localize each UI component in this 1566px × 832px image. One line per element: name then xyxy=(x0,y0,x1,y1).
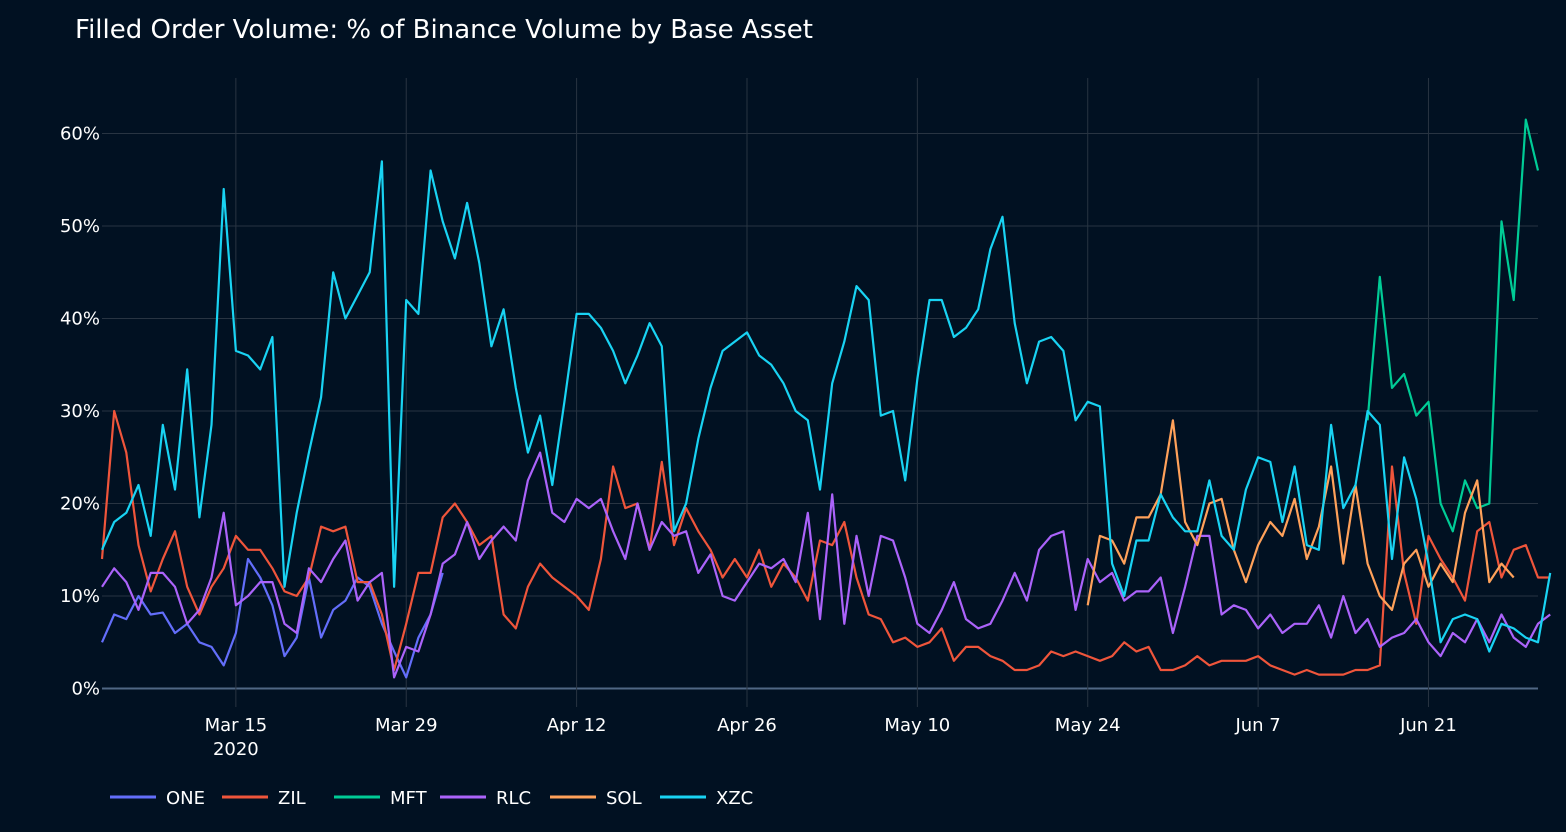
legend-label: XZC xyxy=(716,788,753,809)
grid-lines xyxy=(102,78,1538,707)
chart-title: Filled Order Volume: % of Binance Volume… xyxy=(75,15,813,45)
legend-label: SOL xyxy=(606,788,642,809)
legend-label: MFT xyxy=(390,788,428,809)
x-tick-label: Jun 7 xyxy=(1234,715,1280,736)
series-line-zil xyxy=(100,409,1551,676)
x-tick-label: May 10 xyxy=(884,715,950,736)
x-axis: Mar 15 2020 Mar 29 Apr 12 Apr 26 May 10 May 24… xyxy=(205,715,1457,760)
series-line-mft xyxy=(1366,118,1540,533)
legend-label: ONE xyxy=(166,788,205,809)
y-tick-label: 10% xyxy=(60,586,100,607)
x-tick-label: Jun 21 xyxy=(1399,715,1457,736)
y-tick-label: 0% xyxy=(71,679,100,700)
legend-label: ZIL xyxy=(278,788,306,809)
series-line-rlc xyxy=(101,451,1551,679)
x-tick-sublabel: 2020 xyxy=(213,739,259,760)
legend-item-xzc[interactable]: XZC xyxy=(660,788,753,809)
y-axis: 0% 10% 20% 30% 40% 50% 60% xyxy=(60,124,100,700)
legend-item-rlc[interactable]: RLC xyxy=(440,788,531,809)
x-tick-label: Apr 26 xyxy=(717,715,777,736)
legend-item-sol[interactable]: SOL xyxy=(550,788,642,809)
legend-item-one[interactable]: ONE xyxy=(110,788,205,809)
y-tick-label: 40% xyxy=(60,309,100,330)
y-tick-label: 50% xyxy=(60,216,100,237)
series-lines xyxy=(100,118,1552,679)
x-tick-label: Mar 29 xyxy=(375,715,438,736)
legend-label: RLC xyxy=(496,788,531,809)
x-tick-label: May 24 xyxy=(1055,715,1121,736)
series-line-sol xyxy=(1086,419,1515,612)
x-tick-label: Apr 12 xyxy=(547,715,607,736)
y-tick-label: 30% xyxy=(60,401,100,422)
series-line-xzc xyxy=(100,160,1552,653)
legend-item-zil[interactable]: ZIL xyxy=(222,788,306,809)
legend-item-mft[interactable]: MFT xyxy=(334,788,428,809)
x-tick-label: Mar 15 xyxy=(205,715,268,736)
y-tick-label: 20% xyxy=(60,494,100,515)
legend[interactable]: ONE ZIL MFT RLC SOL XZC xyxy=(110,788,753,809)
y-tick-label: 60% xyxy=(60,124,100,145)
